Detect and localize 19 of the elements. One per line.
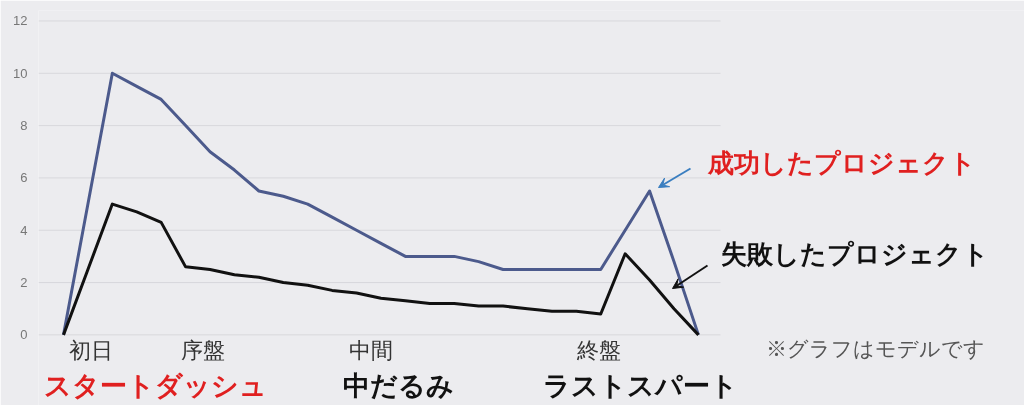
text: ※グラフはモデルです: [766, 337, 985, 360]
annotation: スタートダッシュ: [44, 370, 267, 401]
annotation: 中間: [348, 338, 393, 363]
annotation: 失敗したプロジェクト: [720, 238, 989, 269]
annotation: 成功したプロジェクト: [706, 147, 976, 178]
annotation: 序盤: [180, 338, 225, 363]
line-series: [62, 202, 700, 337]
y-tick-label: 4: [20, 222, 28, 238]
y-tick-label: 10: [13, 65, 28, 81]
y-tick-label: 2: [20, 275, 28, 291]
y-tick-label: 0: [20, 327, 28, 343]
y-tick-label: 12: [13, 13, 28, 29]
annotation: 初日: [68, 338, 113, 363]
annotation: 中だるみ: [343, 370, 454, 401]
y-tick-label: 8: [20, 118, 28, 134]
line-series: [62, 71, 700, 337]
y-tick-label: 6: [20, 170, 28, 186]
annotation: 終盤: [575, 338, 621, 363]
annotation: ラストスパート: [543, 370, 738, 401]
